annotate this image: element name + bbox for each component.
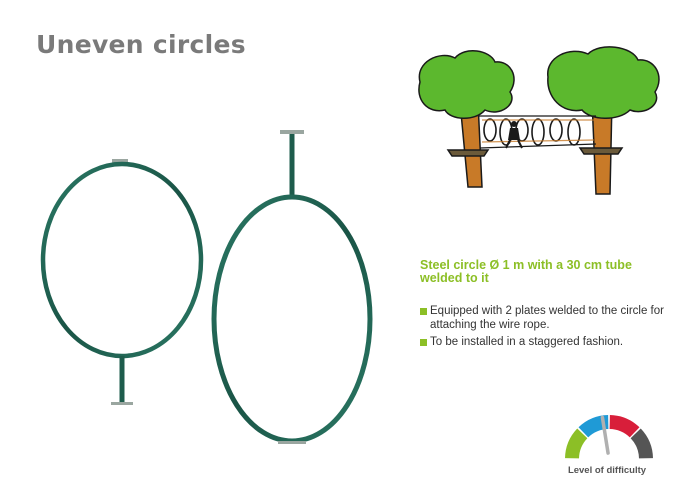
gauge-segment — [609, 415, 640, 438]
gauge-segment — [578, 415, 609, 438]
difficulty-gauge — [565, 415, 653, 459]
left-ring — [40, 159, 204, 405]
feature-item: Equipped with 2 plates welded to the cir… — [420, 305, 680, 332]
feature-text: To be installed in a staggered fashion. — [430, 336, 624, 348]
difficulty-label: Level of difficulty — [567, 465, 647, 476]
gauge-segment — [630, 428, 653, 459]
page-title: Uneven circles — [36, 30, 246, 59]
gauge-segment — [565, 428, 588, 459]
bullet-square-icon — [420, 339, 427, 346]
left-tree — [418, 50, 515, 188]
product-image-uneven-circles — [40, 130, 373, 444]
hanging-rings — [483, 118, 581, 146]
feature-list: Equipped with 2 plates welded to the cir… — [420, 305, 680, 354]
right-tree — [547, 46, 660, 195]
feature-item: To be installed in a staggered fashion. — [420, 336, 680, 350]
right-ring — [211, 130, 373, 444]
gauge-needle — [600, 415, 610, 455]
bullet-square-icon — [420, 308, 427, 315]
product-subtitle: Steel circle Ø 1 m with a 30 cm tube wel… — [420, 258, 632, 285]
feature-text: Equipped with 2 plates welded to the cir… — [430, 305, 664, 331]
installation-illustration — [418, 46, 660, 195]
climber-figure — [505, 121, 523, 149]
